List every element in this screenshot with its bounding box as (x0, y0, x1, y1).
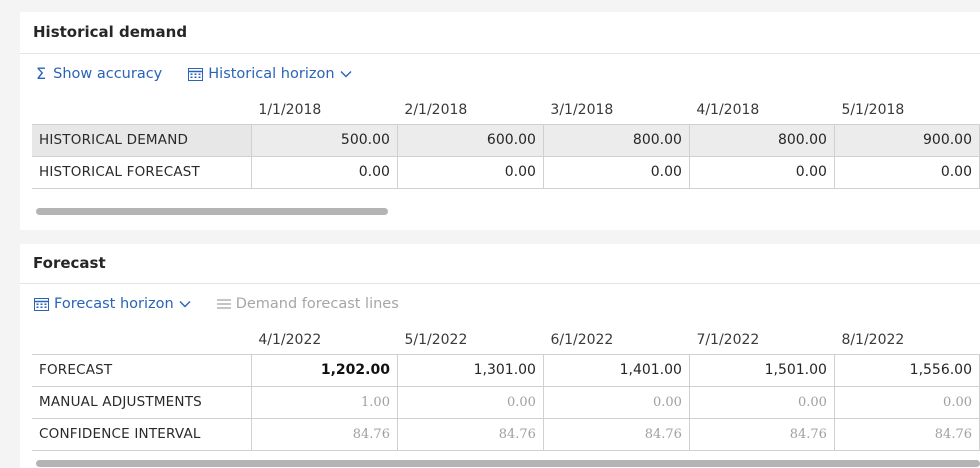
grid-cell[interactable]: 1,202.00 (250, 353, 398, 387)
calendar-icon (34, 297, 49, 311)
grid-cell[interactable]: 84.76 (542, 417, 690, 451)
historical-demand-title: Historical demand (33, 23, 188, 41)
grid-cell[interactable]: 0.00 (833, 385, 980, 419)
horizontal-scrollbar[interactable] (36, 208, 388, 215)
column-header: 4/1/2018 (696, 101, 760, 118)
sigma-icon: Σ (36, 64, 47, 83)
historical-demand-card: Historical demand Σ Show accuracy Histor… (20, 12, 980, 230)
forecast-toolbar: Forecast horizon Demand forecast lines (34, 294, 425, 314)
grid-cell[interactable]: 84.76 (688, 417, 835, 451)
row-label: CONFIDENCE INTERVAL (32, 417, 252, 451)
column-header: 2/1/2018 (404, 101, 468, 118)
grid-header-row: 4/1/2022 5/1/2022 6/1/2022 7/1/2022 8/1/… (32, 326, 980, 354)
grid-cell[interactable]: 0.00 (396, 385, 544, 419)
grid-cell[interactable]: 800.00 (688, 123, 835, 157)
grid-cell[interactable]: 84.76 (396, 417, 544, 451)
historical-forecast-row: HISTORICAL FORECAST 0.00 0.00 0.00 0.00 … (32, 155, 980, 189)
grid-header-row: 1/1/2018 2/1/2018 3/1/2018 4/1/2018 5/1/… (32, 96, 980, 124)
chevron-down-icon (179, 300, 191, 308)
forecast-card: Forecast Forecast horizon (20, 244, 980, 468)
row-label-header (32, 96, 251, 124)
column-header: 1/1/2018 (258, 101, 322, 118)
grid-cell[interactable]: 0.00 (833, 155, 980, 189)
grid-cell[interactable]: 0.00 (396, 155, 544, 189)
historical-horizon-dropdown[interactable]: Historical horizon (188, 64, 352, 84)
column-header: 6/1/2022 (550, 331, 614, 348)
grid-cell[interactable]: 1,401.00 (542, 353, 690, 387)
column-header: 7/1/2022 (696, 331, 760, 348)
grid-cell[interactable]: 1.00 (250, 385, 398, 419)
grid-cell[interactable]: 800.00 (542, 123, 690, 157)
forecast-title: Forecast (33, 254, 106, 272)
forecast-horizon-label: Forecast horizon (54, 296, 174, 312)
forecast-horizon-dropdown[interactable]: Forecast horizon (34, 294, 191, 314)
section-divider (20, 53, 980, 54)
grid-cell[interactable]: 0.00 (688, 155, 835, 189)
grid-cell[interactable]: 84.76 (833, 417, 980, 451)
grid-cell[interactable]: 0.00 (250, 155, 398, 189)
forecast-grid: 4/1/2022 5/1/2022 6/1/2022 7/1/2022 8/1/… (32, 326, 980, 451)
demand-forecast-lines-label: Demand forecast lines (235, 296, 399, 312)
grid-cell[interactable]: 1,301.00 (396, 353, 544, 387)
list-lines-icon (216, 298, 231, 310)
column-header: 5/1/2018 (841, 101, 905, 118)
calendar-icon (188, 67, 204, 81)
historical-horizon-label: Historical horizon (208, 66, 335, 82)
show-accuracy-button[interactable]: Σ Show accuracy (34, 64, 162, 84)
grid-cell[interactable]: 0.00 (688, 385, 835, 419)
row-label: HISTORICAL DEMAND (32, 123, 252, 157)
grid-cell[interactable]: 84.76 (250, 417, 398, 451)
historical-demand-row: HISTORICAL DEMAND 500.00 600.00 800.00 8… (32, 123, 980, 157)
row-label: MANUAL ADJUSTMENTS (32, 385, 252, 419)
horizontal-scrollbar[interactable] (36, 460, 980, 467)
manual-adjustments-row: MANUAL ADJUSTMENTS 1.00 0.00 0.00 0.00 0… (32, 385, 980, 419)
grid-cell[interactable]: 1,556.00 (833, 353, 980, 387)
grid-cell[interactable]: 500.00 (250, 123, 398, 157)
historical-toolbar: Σ Show accuracy Historical horizon (34, 64, 378, 84)
historical-demand-grid: 1/1/2018 2/1/2018 3/1/2018 4/1/2018 5/1/… (32, 96, 980, 189)
grid-cell[interactable]: 1,501.00 (688, 353, 835, 387)
confidence-interval-row: CONFIDENCE INTERVAL 84.76 84.76 84.76 84… (32, 417, 980, 451)
section-divider (20, 283, 980, 284)
column-header: 4/1/2022 (258, 331, 322, 348)
chevron-down-icon (340, 70, 352, 78)
row-label: HISTORICAL FORECAST (32, 155, 252, 189)
grid-cell[interactable]: 600.00 (396, 123, 544, 157)
column-header: 8/1/2022 (841, 331, 905, 348)
forecast-row: FORECAST 1,202.00 1,301.00 1,401.00 1,50… (32, 353, 980, 387)
row-label: FORECAST (32, 353, 252, 387)
grid-cell[interactable]: 0.00 (542, 155, 690, 189)
column-header: 5/1/2022 (404, 331, 468, 348)
grid-cell[interactable]: 900.00 (833, 123, 980, 157)
show-accuracy-label: Show accuracy (53, 66, 163, 82)
row-label-header (32, 326, 251, 354)
grid-cell[interactable]: 0.00 (542, 385, 690, 419)
demand-forecast-lines-button[interactable]: Demand forecast lines (216, 294, 399, 314)
column-header: 3/1/2018 (550, 101, 614, 118)
